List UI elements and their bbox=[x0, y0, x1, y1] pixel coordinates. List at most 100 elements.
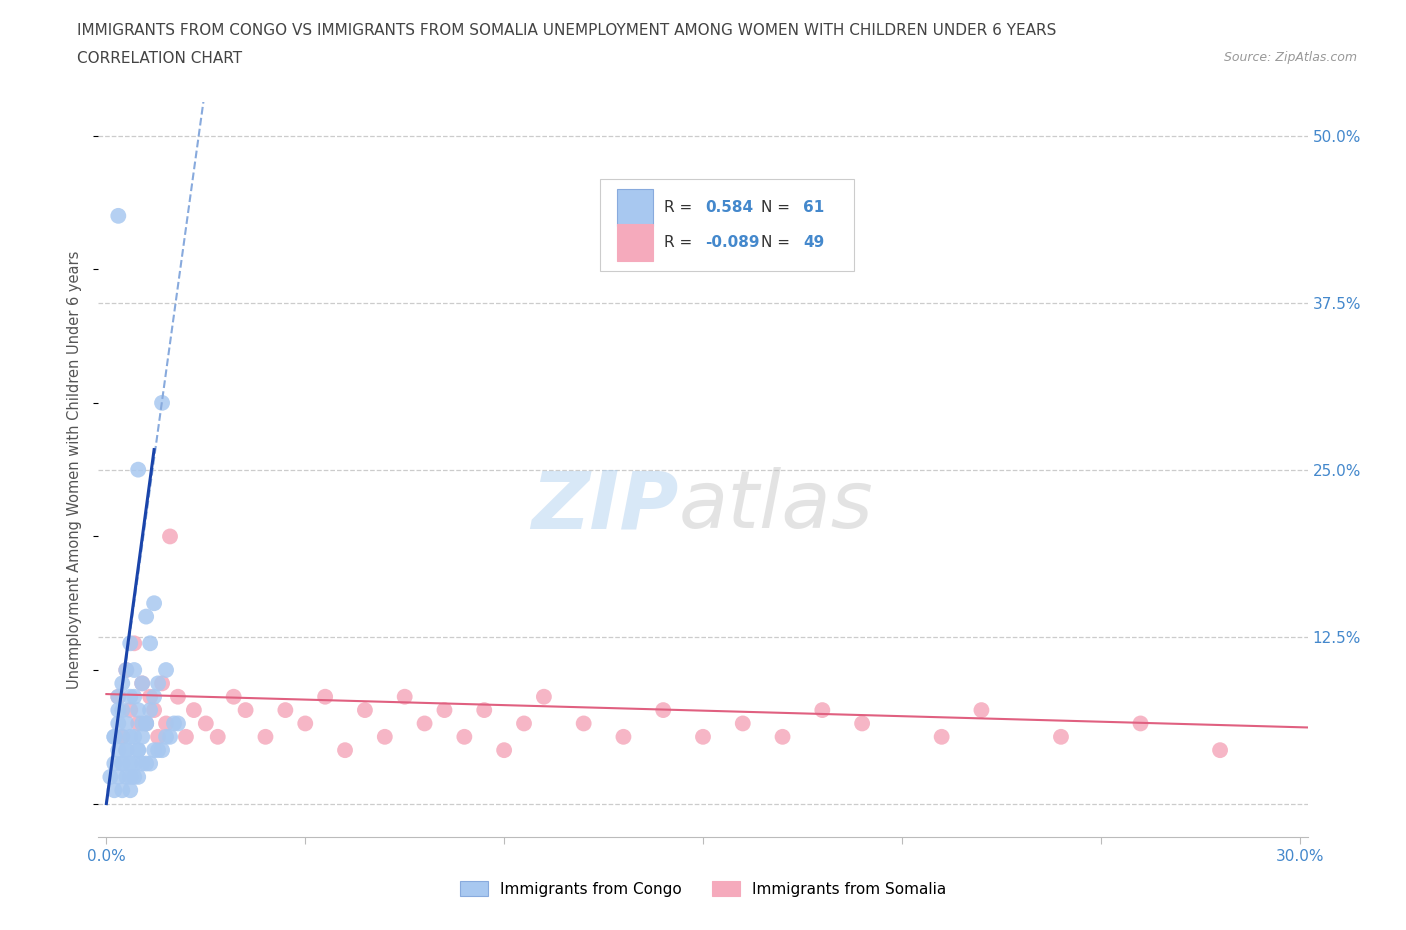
Point bbox=[274, 703, 297, 718]
Point bbox=[572, 716, 595, 731]
Point bbox=[155, 716, 177, 731]
Point bbox=[174, 729, 197, 744]
Point bbox=[122, 662, 145, 677]
Point bbox=[139, 756, 162, 771]
Point bbox=[146, 676, 169, 691]
Point bbox=[131, 729, 153, 744]
Point bbox=[472, 703, 495, 718]
Point bbox=[115, 662, 138, 677]
Point bbox=[115, 743, 138, 758]
Point bbox=[139, 689, 162, 704]
Point bbox=[111, 756, 134, 771]
Point bbox=[135, 756, 157, 771]
Point bbox=[131, 716, 153, 731]
Point bbox=[333, 743, 356, 758]
Point bbox=[294, 716, 316, 731]
Text: CORRELATION CHART: CORRELATION CHART bbox=[77, 51, 242, 66]
Point bbox=[139, 703, 162, 718]
Point bbox=[103, 783, 125, 798]
Point bbox=[120, 769, 142, 784]
Y-axis label: Unemployment Among Women with Children Under 6 years: Unemployment Among Women with Children U… bbox=[67, 250, 83, 689]
Point bbox=[146, 729, 169, 744]
Point bbox=[533, 689, 555, 704]
Point bbox=[139, 636, 162, 651]
Legend: Immigrants from Congo, Immigrants from Somalia: Immigrants from Congo, Immigrants from S… bbox=[454, 874, 952, 903]
Text: ZIP: ZIP bbox=[531, 468, 679, 545]
Point bbox=[811, 703, 834, 718]
Point bbox=[122, 729, 145, 744]
Point bbox=[135, 609, 157, 624]
Point bbox=[107, 743, 129, 758]
Point bbox=[146, 743, 169, 758]
Text: atlas: atlas bbox=[679, 468, 873, 545]
Text: R =: R = bbox=[664, 235, 693, 250]
FancyBboxPatch shape bbox=[600, 179, 855, 272]
Point bbox=[143, 743, 166, 758]
Point bbox=[107, 716, 129, 731]
Point bbox=[135, 716, 157, 731]
Text: R =: R = bbox=[664, 200, 693, 215]
Point bbox=[111, 676, 134, 691]
Point bbox=[111, 703, 134, 718]
Point bbox=[135, 716, 157, 731]
Point bbox=[150, 676, 173, 691]
Point bbox=[692, 729, 714, 744]
Point bbox=[115, 716, 138, 731]
Point bbox=[111, 756, 134, 771]
Point bbox=[120, 703, 142, 718]
Point bbox=[107, 769, 129, 784]
Point bbox=[120, 636, 142, 651]
Point bbox=[159, 529, 181, 544]
Point bbox=[167, 716, 190, 731]
Point bbox=[127, 462, 149, 477]
Point bbox=[107, 703, 129, 718]
Point bbox=[970, 703, 993, 718]
Point bbox=[120, 729, 142, 744]
Point bbox=[120, 756, 142, 771]
Point bbox=[115, 662, 138, 677]
Point bbox=[235, 703, 257, 718]
Point bbox=[207, 729, 229, 744]
Point bbox=[143, 689, 166, 704]
Point bbox=[413, 716, 436, 731]
Point bbox=[103, 756, 125, 771]
Text: 0.584: 0.584 bbox=[706, 200, 754, 215]
Point bbox=[167, 689, 190, 704]
Text: 61: 61 bbox=[803, 200, 824, 215]
Point bbox=[194, 716, 217, 731]
Point bbox=[314, 689, 336, 704]
Text: N =: N = bbox=[761, 235, 790, 250]
FancyBboxPatch shape bbox=[617, 224, 654, 261]
Point bbox=[394, 689, 416, 704]
Point bbox=[374, 729, 396, 744]
Point bbox=[731, 716, 754, 731]
Point bbox=[150, 743, 173, 758]
Point bbox=[122, 689, 145, 704]
Point bbox=[107, 208, 129, 223]
Point bbox=[107, 689, 129, 704]
Point bbox=[1129, 716, 1152, 731]
Point bbox=[122, 636, 145, 651]
Point bbox=[98, 769, 121, 784]
Point bbox=[513, 716, 536, 731]
Point bbox=[127, 743, 149, 758]
Point bbox=[122, 756, 145, 771]
FancyBboxPatch shape bbox=[617, 189, 654, 226]
Point bbox=[111, 729, 134, 744]
Point bbox=[122, 769, 145, 784]
Point bbox=[851, 716, 873, 731]
Text: 49: 49 bbox=[803, 235, 824, 250]
Point bbox=[612, 729, 634, 744]
Point bbox=[111, 729, 134, 744]
Point bbox=[453, 729, 475, 744]
Point bbox=[772, 729, 794, 744]
Point bbox=[115, 769, 138, 784]
Point bbox=[155, 729, 177, 744]
Point bbox=[127, 743, 149, 758]
Point bbox=[115, 743, 138, 758]
Point bbox=[1050, 729, 1073, 744]
Text: -0.089: -0.089 bbox=[706, 235, 759, 250]
Point bbox=[131, 676, 153, 691]
Point bbox=[254, 729, 277, 744]
Point bbox=[120, 689, 142, 704]
